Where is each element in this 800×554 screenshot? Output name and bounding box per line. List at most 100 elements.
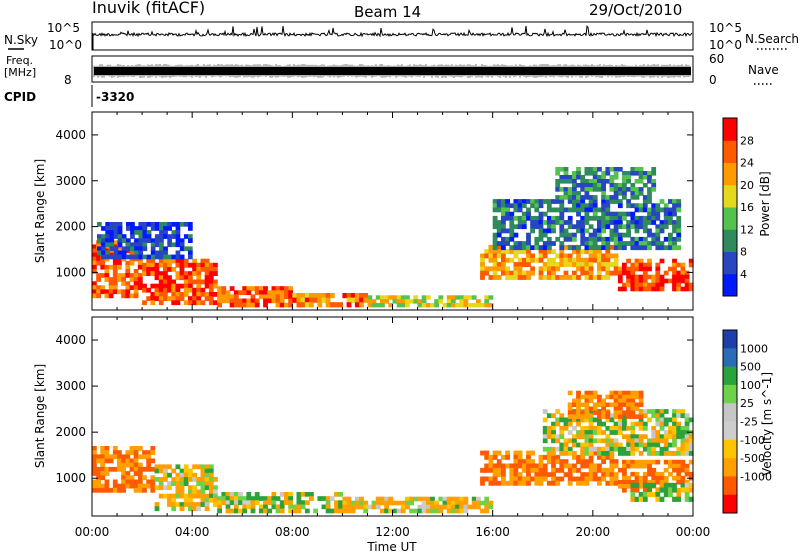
heatmap-cell [655, 471, 661, 477]
heatmap-cell [580, 224, 586, 230]
heatmap-cell [484, 463, 490, 469]
heatmap-cell [517, 245, 523, 251]
nsky-panel: 10^5 10^0 N.Sky 10^5 10^0 N.Search [4, 21, 799, 52]
heatmap-cell [304, 492, 310, 497]
heatmap-cell [183, 300, 189, 306]
heatmap-cell [676, 232, 682, 238]
heatmap-cell [659, 482, 665, 488]
colorbar-segment [723, 476, 737, 496]
heatmap-cell [534, 199, 540, 204]
colorbar-segment [723, 458, 737, 477]
heatmap-cell [304, 508, 310, 514]
heatmap-cell [638, 496, 644, 502]
heatmap-cell [626, 402, 631, 407]
heatmap-cell [463, 295, 469, 300]
heatmap-cell [684, 278, 690, 284]
heatmap-cell [642, 413, 648, 419]
heatmap-cell [284, 302, 289, 308]
heatmap-cell [672, 487, 677, 493]
heatmap-cell [129, 475, 135, 481]
heatmap-cell [597, 245, 602, 251]
heatmap-cell [576, 406, 581, 411]
heatmap-cell [676, 451, 682, 456]
heatmap-cell [304, 293, 310, 299]
heatmap-cell [288, 290, 293, 295]
heatmap-cell [200, 485, 206, 491]
colorbar-tick-label: 1000 [740, 342, 768, 355]
heatmap-cell [175, 283, 181, 289]
heatmap-cell [279, 492, 285, 497]
heatmap-cell [480, 270, 485, 276]
heatmap-cell [672, 220, 677, 225]
heatmap-cell [584, 402, 590, 407]
heatmap-cell [159, 226, 164, 231]
heatmap-cell [275, 286, 281, 291]
heatmap-cell [630, 394, 636, 400]
heatmap-cell [613, 425, 619, 431]
heatmap-cell [634, 236, 640, 242]
heatmap-cell [250, 504, 256, 510]
heatmap-cell [163, 246, 168, 252]
heatmap-cell [555, 476, 561, 482]
heatmap-cell [580, 402, 586, 407]
heatmap-cell [538, 203, 544, 209]
heatmap-cell [655, 215, 661, 221]
heatmap-cell [175, 230, 181, 235]
heatmap-cell [622, 413, 627, 419]
heatmap-cell [309, 492, 314, 497]
heatmap-cell [267, 508, 273, 514]
heatmap-cell [271, 500, 277, 505]
heatmap-cell [521, 241, 527, 246]
nsearch-label: N.Search [745, 32, 799, 46]
heatmap-cell [563, 175, 569, 180]
heatmap-cell [688, 459, 694, 465]
heatmap-cell [208, 292, 214, 297]
heatmap-cell [484, 270, 490, 276]
heatmap-cell [163, 271, 168, 276]
heatmap-cell [133, 281, 139, 286]
heatmap-cell [663, 467, 669, 473]
heatmap-cell [642, 175, 648, 180]
heatmap-cell [572, 232, 577, 238]
heatmap-cell [605, 442, 611, 448]
heatmap-cell [134, 250, 139, 256]
heatmap-cell [517, 207, 523, 213]
heatmap-cell [597, 207, 602, 213]
heatmap-cell [626, 199, 631, 204]
heatmap-cell [672, 286, 677, 292]
heatmap-cell [642, 496, 648, 502]
heatmap-cell [567, 414, 573, 419]
heatmap-cell [630, 270, 636, 276]
heatmap-cell [92, 466, 97, 472]
heatmap-cell [159, 242, 164, 248]
heatmap-cell [663, 421, 669, 427]
heatmap-cell [651, 442, 657, 448]
heatmap-cell [588, 171, 594, 176]
heatmap-cell [605, 480, 611, 486]
heatmap-cell [617, 414, 623, 419]
heatmap-cell [163, 292, 168, 297]
heatmap-cell [613, 262, 619, 267]
heatmap-cell [513, 215, 519, 221]
heatmap-cell [651, 167, 657, 172]
heatmap-cell [563, 253, 569, 259]
heatmap-cell [676, 459, 682, 465]
heatmap-cell [284, 294, 289, 300]
heatmap-cell [188, 287, 193, 293]
heatmap-cell [642, 207, 648, 213]
heatmap-cell [642, 492, 648, 498]
heatmap-cell [513, 245, 519, 251]
heatmap-cell [329, 496, 335, 501]
colorbar-segment [723, 229, 737, 252]
heatmap-cell [630, 459, 636, 465]
heatmap-cell [634, 274, 640, 280]
heatmap-cell [626, 203, 631, 209]
heatmap-cell [492, 262, 498, 267]
heatmap-cell [630, 203, 636, 209]
heatmap-cell [142, 283, 147, 289]
heatmap-cell [163, 477, 168, 482]
heatmap-cell [601, 451, 606, 456]
colorbar-tick-label: 24 [740, 157, 754, 170]
heatmap-cell [588, 253, 594, 259]
